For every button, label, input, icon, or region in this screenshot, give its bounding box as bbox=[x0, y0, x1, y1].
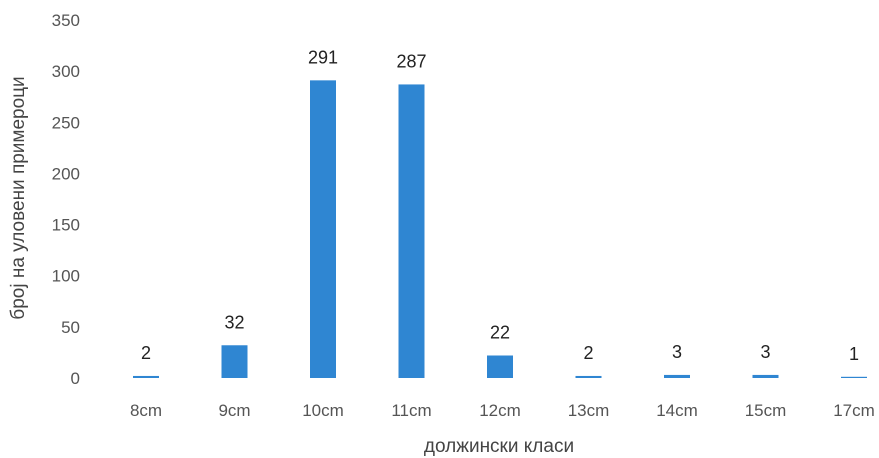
x-tick-label-13cm: 13cm bbox=[568, 401, 610, 420]
y-tick-label: 50 bbox=[61, 318, 80, 337]
x-tick-label-9cm: 9cm bbox=[218, 401, 250, 420]
x-axis-title: должински класи bbox=[424, 436, 574, 457]
data-label-8cm: 2 bbox=[141, 343, 151, 363]
data-label-10cm: 291 bbox=[308, 47, 338, 67]
bar-17cm bbox=[841, 376, 867, 378]
x-axis-ticks: 8cm 9cm 10cm 11cm 12cm 13cm 14cm 15cm 17cm bbox=[130, 401, 875, 420]
bar-13cm bbox=[575, 375, 602, 378]
y-tick-label: 0 bbox=[71, 369, 80, 388]
data-label-13cm: 2 bbox=[583, 343, 593, 363]
x-tick-label-10cm: 10cm bbox=[302, 401, 344, 420]
data-label-12cm: 22 bbox=[490, 322, 510, 342]
y-tick-label: 100 bbox=[52, 267, 80, 286]
x-tick-label-14cm: 14cm bbox=[656, 401, 698, 420]
bar-12cm bbox=[487, 355, 513, 378]
y-tick-label: 300 bbox=[52, 62, 80, 81]
x-tick-label-11cm: 11cm bbox=[391, 401, 431, 420]
bars bbox=[133, 80, 867, 378]
y-axis-title: број на уловени примероци bbox=[8, 76, 29, 319]
data-label-15cm: 3 bbox=[760, 342, 770, 362]
bar-11cm bbox=[398, 84, 425, 378]
data-label-9cm: 32 bbox=[224, 312, 244, 332]
bar-8cm bbox=[133, 375, 159, 378]
x-tick-label-12cm: 12cm bbox=[479, 401, 521, 420]
data-label-17cm: 1 bbox=[849, 344, 859, 364]
bar-9cm bbox=[221, 345, 248, 378]
bar-10cm bbox=[310, 80, 336, 378]
x-tick-label-8cm: 8cm bbox=[130, 401, 162, 420]
x-tick-label-17cm: 17cm bbox=[833, 401, 875, 420]
y-axis-ticks: 0 50 100 150 200 250 300 350 bbox=[52, 11, 80, 388]
y-tick-label: 250 bbox=[52, 113, 80, 132]
y-tick-label: 350 bbox=[52, 11, 80, 30]
x-tick-label-15cm: 15cm bbox=[745, 401, 787, 420]
y-tick-label: 150 bbox=[52, 216, 80, 235]
data-label-11cm: 287 bbox=[396, 51, 426, 71]
data-label-14cm: 3 bbox=[672, 342, 682, 362]
bar-14cm bbox=[664, 374, 690, 378]
y-tick-label: 200 bbox=[52, 164, 80, 183]
bar-15cm bbox=[752, 374, 779, 378]
